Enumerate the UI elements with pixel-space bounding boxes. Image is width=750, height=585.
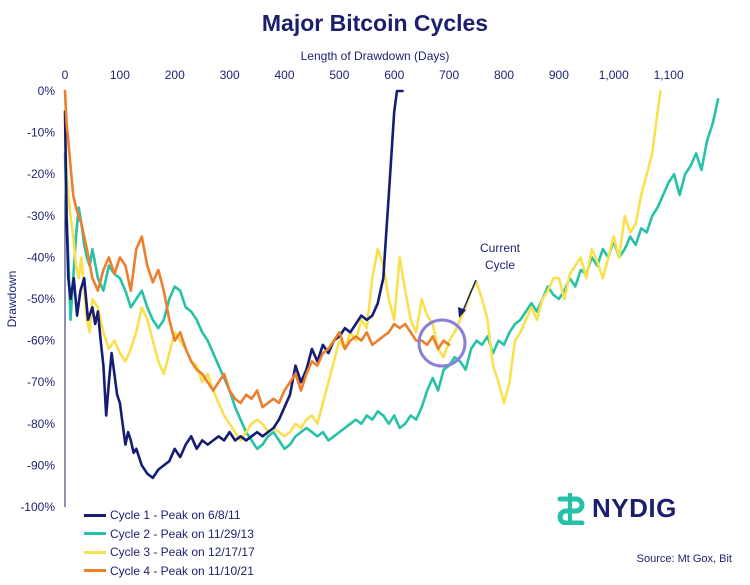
x-tick-label: 0 (62, 68, 69, 82)
y-tick-label: -90% (27, 458, 55, 472)
nydig-logo: NYDIG (556, 491, 677, 525)
legend: Cycle 1 - Peak on 6/8/11 Cycle 2 - Peak … (84, 506, 255, 580)
x-tick-label: 500 (329, 68, 349, 82)
current-cycle-highlight-circle (417, 318, 467, 368)
series-line-cycle-3 (63, 89, 662, 442)
nydig-logo-icon (557, 493, 585, 525)
y-tick-label: -80% (27, 417, 55, 431)
legend-item: Cycle 3 - Peak on 12/17/17 (84, 543, 255, 562)
x-tick-label: 1,000 (599, 68, 629, 82)
legend-label: Cycle 4 - Peak on 11/10/21 (110, 563, 254, 578)
y-tick-label: 0% (38, 84, 56, 98)
legend-item: Cycle 4 - Peak on 11/10/21 (84, 562, 255, 581)
legend-label: Cycle 3 - Peak on 12/17/17 (110, 545, 255, 560)
series-line-cycle-1 (63, 89, 404, 480)
y-tick-label: -40% (27, 250, 55, 264)
legend-swatch (84, 569, 106, 573)
x-tick-label: 600 (384, 68, 404, 82)
x-tick-label: 400 (274, 68, 294, 82)
y-tick-label: -100% (20, 500, 55, 514)
x-tick-label: 900 (549, 68, 569, 82)
y-tick-label: -60% (27, 334, 55, 348)
x-tick-label: 300 (220, 68, 240, 82)
legend-swatch (84, 550, 106, 554)
annotation-line-2: Cycle (484, 258, 515, 272)
series-layer (63, 89, 720, 480)
logo-text: NYDIG (592, 492, 677, 523)
y-tick-label: -20% (27, 167, 55, 181)
y-tick-label: -30% (27, 209, 55, 223)
legend-label: Cycle 1 - Peak on 6/8/11 (110, 508, 241, 523)
x-tick-label: 100 (110, 68, 130, 82)
y-tick-label: -50% (27, 292, 55, 306)
x-tick-label: 200 (165, 68, 185, 82)
current-cycle-annotation: Current Cycle (466, 240, 534, 274)
legend-swatch (84, 532, 106, 536)
x-axis-label: Length of Drawdown (Days) (300, 49, 450, 63)
legend-item: Cycle 1 - Peak on 6/8/11 (84, 506, 255, 525)
annotation-line-1: Current (479, 241, 520, 255)
legend-item: Cycle 2 - Peak on 11/29/13 (84, 525, 255, 544)
y-tick-label: -70% (27, 375, 55, 389)
legend-swatch (84, 513, 106, 517)
axes: 0 100 200 300 400 500 600 700 800 900 1,000 1,100 0%… (20, 68, 684, 514)
x-tick-label: 1,100 (654, 68, 684, 82)
y-tick-label: -10% (27, 126, 55, 140)
chart-title: Major Bitcoin Cycles (261, 10, 489, 36)
annotation-arrow (458, 279, 477, 318)
legend-label: Cycle 2 - Peak on 11/29/13 (110, 526, 254, 541)
series-line-cycle-4 (63, 89, 451, 409)
x-tick-label: 800 (494, 68, 514, 82)
x-tick-label: 700 (439, 68, 459, 82)
source-note: Source: Mt Gox, Bit (636, 553, 732, 565)
